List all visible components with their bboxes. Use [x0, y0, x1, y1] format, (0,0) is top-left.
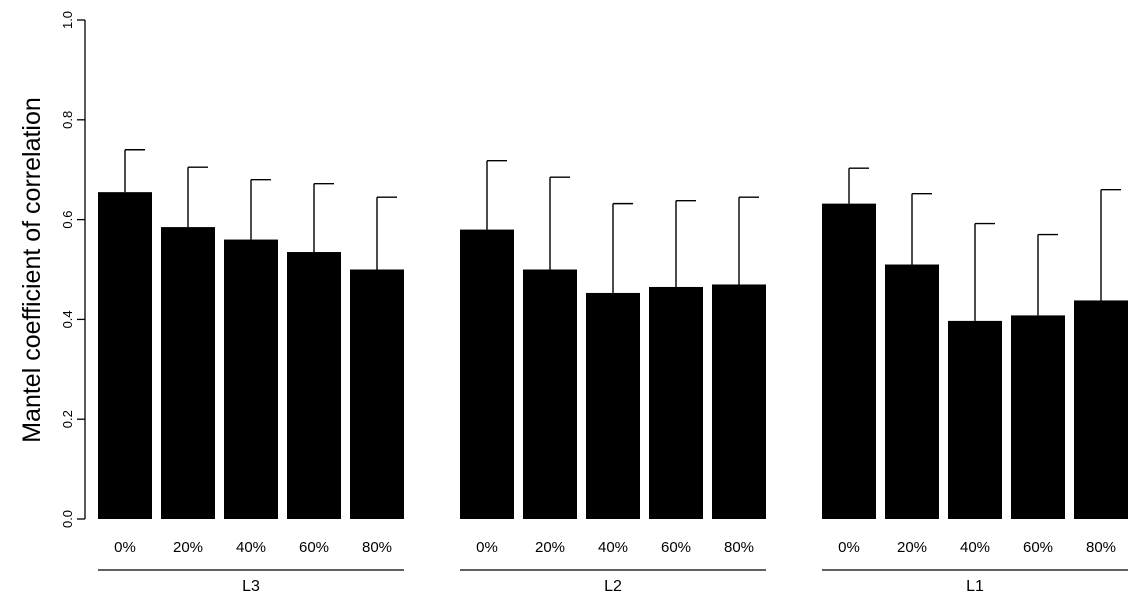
bar-L3-40%	[224, 239, 278, 519]
bar-L2-40%	[586, 292, 640, 519]
error-bars-layer	[124, 149, 1121, 321]
bar-L1-20%	[885, 264, 939, 519]
category-label: 20%	[897, 539, 927, 556]
bar-L1-0%	[822, 203, 876, 519]
y-axis-label: Mantel coefficient of correlation	[18, 97, 46, 443]
bar-L3-0%	[98, 192, 152, 519]
bar-L1-60%	[1011, 315, 1065, 519]
y-axis: 0.0 0.2 0.4 0.6 0.8 1.0	[60, 11, 86, 528]
bar-L1-80%	[1074, 300, 1128, 519]
group-label: L2	[604, 578, 622, 595]
category-labels-layer: 0% 20% 40% 60% 80% L3 0% 20% 40% 60% 80% L2 0% 20% 40%…	[98, 539, 1128, 595]
category-label: 80%	[724, 539, 754, 556]
bar-L2-80%	[712, 284, 766, 519]
category-label: 0%	[114, 539, 136, 556]
category-label: 40%	[236, 539, 266, 556]
bar-L1-40%	[948, 320, 1002, 519]
category-label: 0%	[838, 539, 860, 556]
bar-L2-20%	[523, 269, 577, 519]
category-label: 20%	[173, 539, 203, 556]
category-label: 80%	[1086, 539, 1116, 556]
category-label: 40%	[960, 539, 990, 556]
category-label: 20%	[535, 539, 565, 556]
category-label: 60%	[661, 539, 691, 556]
bars-layer	[98, 192, 1128, 519]
category-label: 80%	[362, 539, 392, 556]
bar-L3-80%	[350, 269, 404, 519]
category-label: 0%	[476, 539, 498, 556]
group-label: L3	[242, 578, 260, 595]
group-label: L1	[966, 578, 984, 595]
y-tick-label: 0.4	[60, 310, 75, 328]
y-tick-label: 1.0	[60, 11, 75, 29]
y-tick-label: 0.6	[60, 211, 75, 229]
category-label: 60%	[1023, 539, 1053, 556]
y-tick-label: 0.2	[60, 410, 75, 428]
bar-L2-0%	[460, 229, 514, 519]
category-label: 60%	[299, 539, 329, 556]
bar-L3-20%	[161, 227, 215, 519]
category-label: 40%	[598, 539, 628, 556]
bar-L2-60%	[649, 286, 703, 519]
y-tick-label: 0.8	[60, 111, 75, 129]
y-tick-label: 0.0	[60, 510, 75, 528]
bar-L3-60%	[287, 252, 341, 519]
